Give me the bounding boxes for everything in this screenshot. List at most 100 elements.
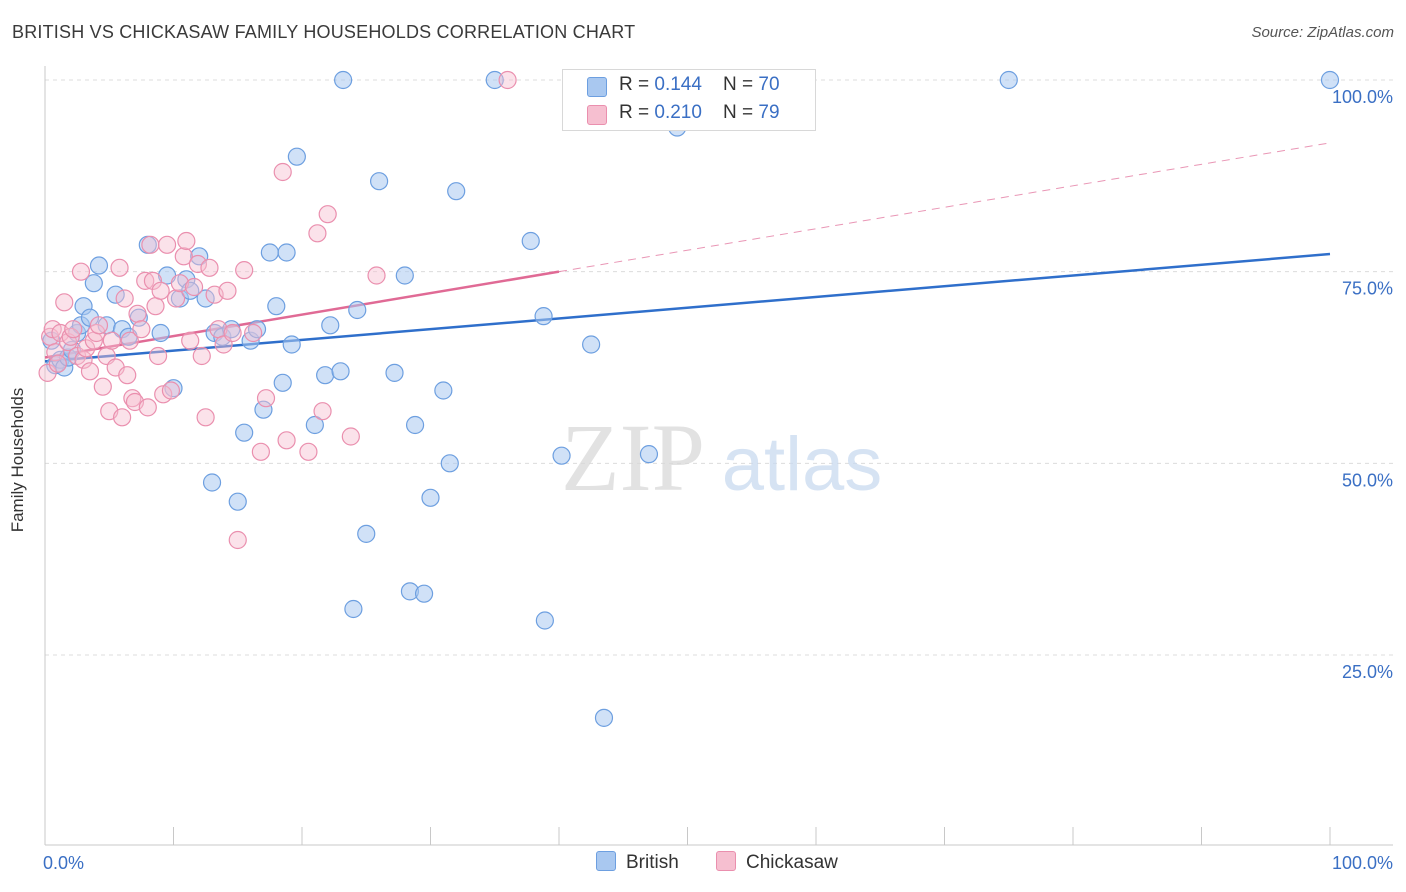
british-point-58 (447, 182, 466, 201)
british-point-24 (190, 247, 209, 266)
source-label: Source: ZipAtlas.com (1251, 24, 1394, 41)
chickasaw-point-44 (174, 247, 193, 266)
british-point-53 (405, 415, 425, 435)
british-point-57 (440, 454, 459, 473)
british-point-13 (106, 285, 125, 304)
chickasaw-legend-swatch (716, 851, 736, 871)
chickasaw-n-value: 79 (758, 102, 780, 123)
british-swatch (587, 77, 607, 97)
chickasaw-point-55 (218, 281, 237, 300)
chickasaw-point-36 (146, 297, 165, 316)
chickasaw-point-50 (196, 408, 215, 427)
chickasaw-point-61 (256, 389, 276, 408)
watermark: ZIP atlas (561, 404, 882, 511)
british-point-70 (1320, 70, 1340, 90)
chickasaw-point-13 (77, 339, 96, 358)
chickasaw-point-21 (102, 331, 121, 350)
chickasaw-point-43 (170, 274, 190, 293)
british-point-47 (348, 300, 367, 320)
british-point-63 (552, 446, 571, 465)
chickasaw-point-56 (223, 323, 242, 343)
chickasaw-point-42 (166, 289, 186, 308)
grid-lines (45, 79, 1393, 656)
chickasaw-point-17 (89, 316, 109, 335)
british-point-34 (254, 400, 273, 419)
legend-item-chickasaw[interactable]: Chickasaw (716, 851, 838, 874)
british-point-37 (273, 373, 292, 392)
chickasaw-point-60 (251, 442, 270, 461)
british-point-51 (395, 266, 414, 285)
chickasaw-trend-line-extension (558, 142, 1331, 273)
chickasaw-legend-label: Chickasaw (746, 852, 838, 873)
british-legend-label: British (626, 852, 679, 873)
british-point-56 (434, 381, 453, 400)
chickasaw-point-41 (161, 381, 181, 400)
chickasaw-n-label: N = (723, 102, 759, 123)
british-point-38 (277, 243, 296, 262)
chickasaw-point-33 (138, 398, 157, 417)
chickasaw-r-label: R = (619, 102, 655, 123)
british-n-value: 70 (758, 74, 780, 95)
british-point-60 (521, 231, 540, 251)
british-legend-swatch (596, 851, 616, 871)
british-point-69 (999, 70, 1018, 90)
chickasaw-point-12 (74, 350, 93, 369)
chickasaw-point-59 (244, 323, 263, 343)
chickasaw-point-32 (136, 271, 155, 290)
chickasaw-point-66 (313, 402, 332, 421)
british-point-44 (331, 362, 350, 381)
chickasaw-point-65 (308, 224, 327, 243)
chickasaw-r-value: 0.210 (654, 102, 702, 123)
y-tick-label-1: 50.0% (1342, 470, 1393, 490)
x-tick-label-left: 0.0% (43, 853, 84, 873)
data-points (38, 70, 1340, 727)
british-point-26 (202, 473, 222, 492)
british-point-36 (267, 297, 286, 316)
chickasaw-point-26 (118, 366, 137, 385)
british-point-65 (594, 708, 614, 727)
chickasaw-point-57 (228, 530, 247, 550)
chickasaw-point-9 (64, 320, 83, 339)
chickasaw-point-35 (143, 271, 163, 290)
chart-title: BRITISH VS CHICKASAW FAMILY HOUSEHOLDS C… (12, 22, 636, 42)
chickasaw-point-51 (200, 258, 219, 277)
chickasaw-point-0 (38, 363, 57, 382)
chickasaw-point-23 (110, 258, 129, 277)
british-point-25 (196, 289, 215, 308)
chickasaw-point-45 (177, 231, 196, 251)
chickasaw-point-27 (120, 331, 139, 350)
british-point-11 (89, 256, 109, 275)
chickasaw-point-70 (498, 70, 517, 90)
british-point-55 (421, 488, 440, 507)
chickasaw-point-63 (277, 431, 296, 450)
watermark-zip: ZIP (561, 404, 705, 511)
chickasaw-point-24 (112, 408, 132, 427)
chickasaw-point-58 (235, 261, 254, 280)
chickasaw-point-3 (46, 343, 65, 362)
british-point-66 (639, 445, 659, 464)
british-point-42 (316, 366, 335, 385)
chickasaw-point-34 (141, 235, 160, 254)
chickasaw-point-67 (318, 205, 337, 224)
chickasaw-point-46 (181, 331, 200, 350)
british-r-label: R = (619, 74, 655, 95)
x-tick-label-right: 100.0% (1332, 853, 1393, 873)
chickasaw-point-6 (55, 293, 74, 312)
british-point-10 (84, 274, 103, 293)
british-point-54 (414, 584, 434, 603)
watermark-atlas: atlas (722, 422, 883, 507)
british-point-62 (535, 611, 554, 630)
british-n-label: N = (723, 74, 759, 95)
british-point-49 (370, 172, 389, 191)
british-point-50 (385, 363, 404, 382)
british-point-46 (344, 599, 363, 619)
british-point-35 (260, 243, 279, 262)
british-point-30 (228, 492, 247, 511)
y-tick-label-3: 100.0% (1332, 87, 1393, 107)
legend-item-british[interactable]: British (596, 851, 679, 874)
chickasaw-point-14 (80, 362, 100, 381)
chickasaw-point-64 (299, 442, 318, 461)
british-point-40 (287, 147, 306, 166)
british-point-43 (321, 316, 340, 335)
